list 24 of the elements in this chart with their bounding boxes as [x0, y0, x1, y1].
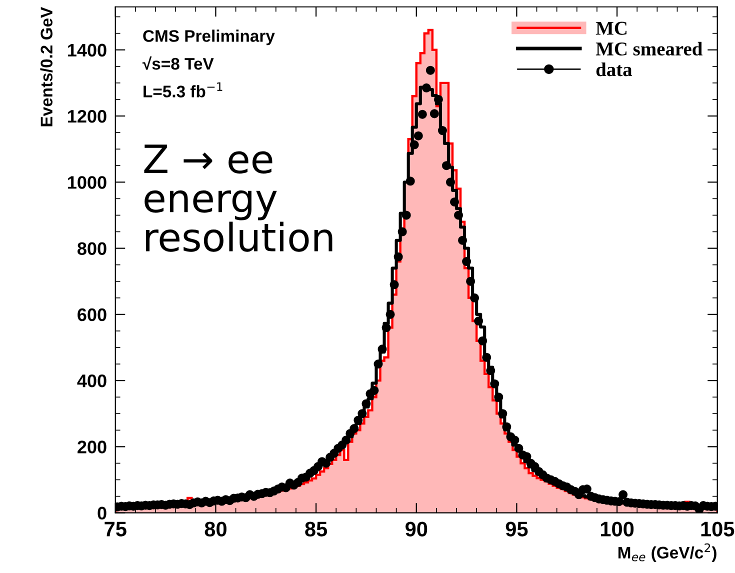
annotation: √s=8 TeV — [142, 56, 214, 70]
annotation: Z → ee energy resolution — [144, 144, 332, 252]
legend-label: MC — [596, 22, 626, 35]
x-tick-label: 80 — [204, 522, 226, 536]
y-axis-title: Events/0.2 GeV — [40, 6, 53, 126]
legend-label: MC smeared — [596, 42, 702, 56]
y-tick-label: 1000 — [68, 176, 106, 189]
y-tick-label: 400 — [77, 374, 106, 388]
annotation: L=5.3 fb$^{−1}$ — [144, 82, 222, 98]
x-axis-title: M$_{ee}$ (GeV/c$^{2}$) — [618, 543, 716, 562]
y-tick-label: 1400 — [68, 44, 106, 57]
annotation: CMS Preliminary — [143, 30, 275, 46]
x-tick-label: 105 — [701, 522, 734, 536]
y-tick-label: 0 — [98, 506, 106, 520]
legend-label: data — [596, 62, 632, 76]
x-tick-label: 85 — [305, 522, 328, 536]
y-tick-label: 1200 — [68, 110, 106, 123]
y-tick-label: 200 — [78, 440, 106, 454]
x-tick-label: 95 — [506, 522, 528, 536]
x-tick-label: 75 — [104, 522, 126, 536]
x-tick-label: 100 — [600, 522, 634, 536]
x-tick-label: 90 — [406, 522, 428, 536]
y-tick-label: 600 — [78, 308, 106, 322]
y-tick-label: 800 — [78, 242, 106, 255]
